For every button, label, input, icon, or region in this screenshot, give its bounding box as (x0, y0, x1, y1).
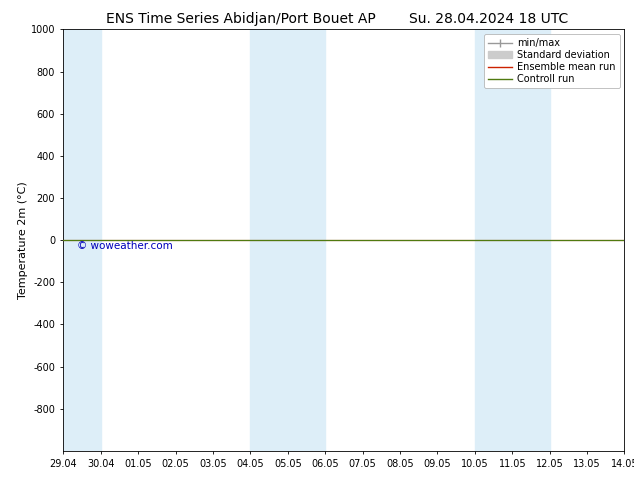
Bar (475, 29, 550, 451)
Legend: min/max, Standard deviation, Ensemble mean run, Controll run: min/max, Standard deviation, Ensemble me… (484, 34, 619, 88)
Bar (250, 29, 325, 451)
Text: © woweather.com: © woweather.com (77, 241, 173, 251)
Text: Su. 28.04.2024 18 UTC: Su. 28.04.2024 18 UTC (408, 12, 568, 26)
Y-axis label: Temperature 2m (°C): Temperature 2m (°C) (18, 181, 28, 299)
Text: ENS Time Series Abidjan/Port Bouet AP: ENS Time Series Abidjan/Port Bouet AP (106, 12, 376, 26)
Bar (63, 29, 101, 451)
